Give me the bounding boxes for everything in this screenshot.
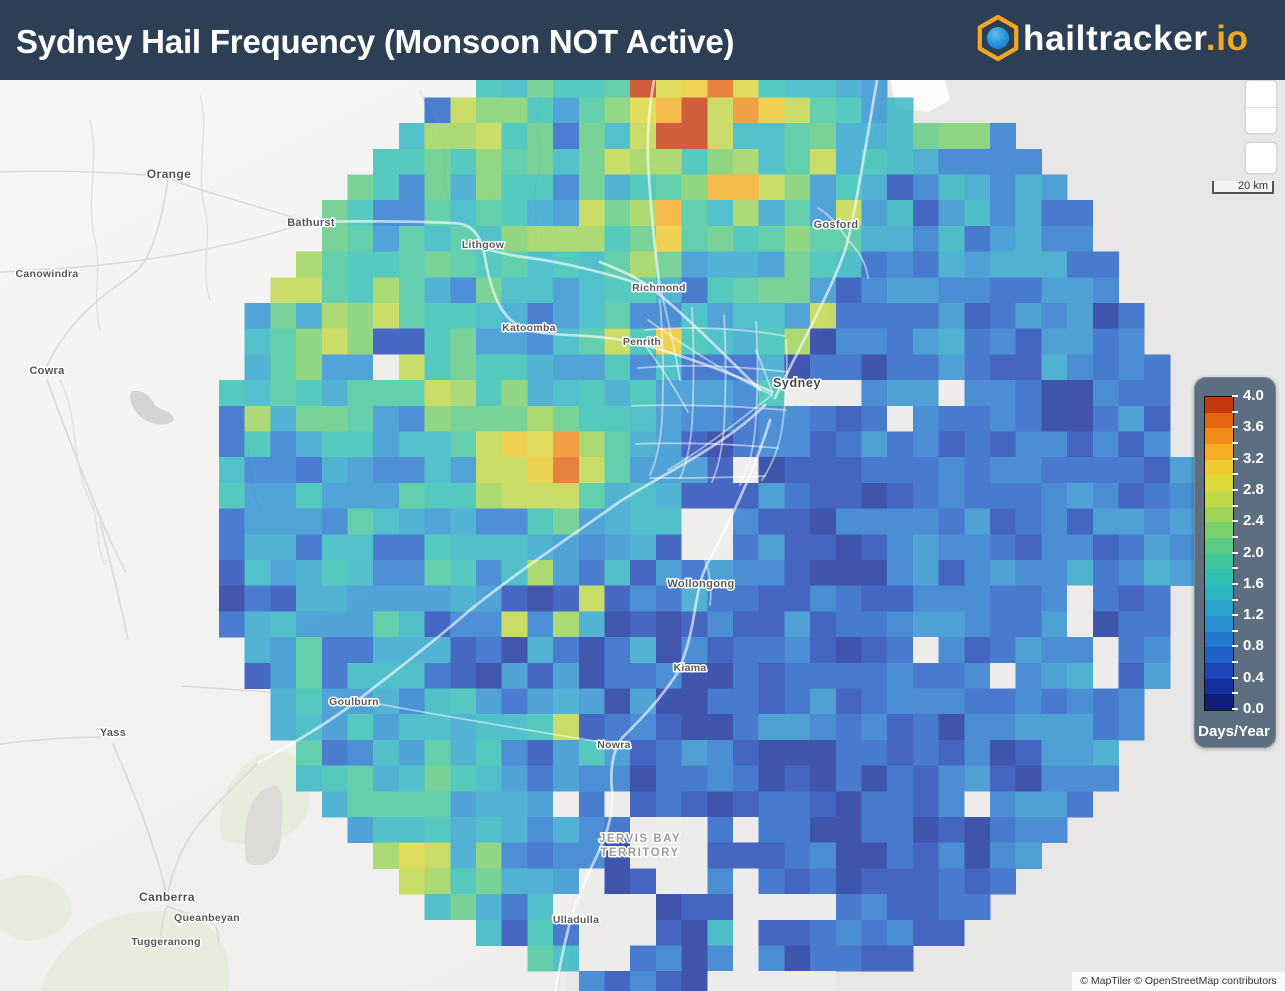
svg-text:Katoomba: Katoomba [502,322,556,334]
svg-text:Bathurst: Bathurst [287,217,335,229]
svg-text:Nowra: Nowra [597,739,631,751]
svg-text:Gosford: Gosford [814,219,859,231]
svg-text:TERRITORY: TERRITORY [600,847,679,859]
svg-text:Queanbeyan: Queanbeyan [174,912,240,924]
svg-text:Canowindra: Canowindra [15,268,78,280]
svg-text:Goulburn: Goulburn [329,696,379,708]
svg-text:Kiama: Kiama [673,662,706,674]
svg-text:Canberra: Canberra [139,890,195,904]
svg-text:Sydney: Sydney [773,376,821,390]
svg-text:Orange: Orange [147,167,191,181]
svg-text:Richmond: Richmond [632,282,686,294]
svg-text:Wollongong: Wollongong [667,578,734,590]
svg-text:Ulladulla: Ulladulla [553,914,599,926]
svg-text:Penrith: Penrith [623,336,661,348]
svg-text:Tuggeranong: Tuggeranong [131,936,201,948]
svg-text:Cowra: Cowra [29,365,65,377]
svg-text:JERVIS BAY: JERVIS BAY [599,833,681,845]
svg-text:Lithgow: Lithgow [462,239,505,251]
svg-text:hailtracker.io: hailtracker.io [1023,19,1249,58]
svg-text:Yass: Yass [100,727,126,739]
